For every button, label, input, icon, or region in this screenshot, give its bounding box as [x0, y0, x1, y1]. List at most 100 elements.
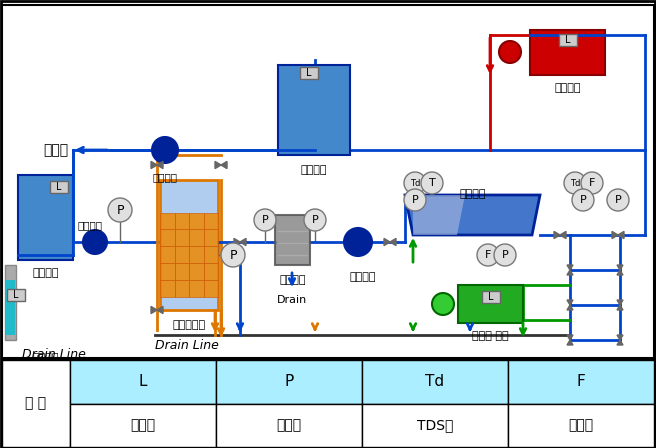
Polygon shape: [617, 270, 623, 275]
Bar: [2, 360, 654, 447]
Polygon shape: [567, 340, 573, 345]
Circle shape: [494, 244, 516, 266]
Text: T: T: [428, 178, 436, 188]
Bar: [558, 34, 577, 46]
Polygon shape: [617, 300, 623, 305]
Text: 소독설비: 소독설비: [554, 83, 581, 93]
Polygon shape: [157, 306, 163, 314]
Polygon shape: [567, 300, 573, 305]
Bar: [482, 291, 499, 303]
Circle shape: [83, 230, 107, 254]
Polygon shape: [617, 340, 623, 345]
Circle shape: [304, 209, 326, 231]
Bar: [160, 263, 174, 280]
Bar: [160, 246, 174, 263]
Text: TDS계: TDS계: [417, 418, 453, 432]
Bar: [50, 181, 68, 193]
Bar: [189, 229, 203, 246]
Bar: [203, 246, 218, 263]
Polygon shape: [567, 305, 573, 310]
Bar: [216, 360, 362, 404]
Bar: [278, 65, 350, 155]
Text: P: P: [262, 215, 268, 225]
Bar: [216, 404, 362, 447]
Bar: [189, 280, 203, 297]
Bar: [508, 404, 654, 447]
Circle shape: [404, 172, 426, 194]
Polygon shape: [617, 335, 623, 340]
Bar: [203, 263, 218, 280]
Bar: [189, 212, 203, 229]
Bar: [189, 246, 203, 263]
Bar: [70, 404, 216, 447]
Bar: [2, 5, 654, 358]
Bar: [300, 67, 318, 79]
Text: 수위계: 수위계: [131, 418, 155, 432]
Bar: [458, 285, 523, 323]
Text: P: P: [502, 250, 508, 260]
Bar: [508, 360, 654, 404]
Text: 역삼투막: 역삼투막: [459, 189, 485, 199]
Text: 고압펌프: 고압펌프: [350, 272, 377, 282]
Bar: [203, 280, 218, 297]
Bar: [70, 360, 216, 404]
Polygon shape: [554, 232, 560, 239]
Polygon shape: [221, 161, 227, 168]
Circle shape: [421, 172, 443, 194]
Circle shape: [581, 172, 603, 194]
Text: P: P: [312, 215, 318, 225]
Bar: [362, 404, 508, 447]
Bar: [18, 175, 73, 260]
Bar: [275, 215, 310, 265]
Text: P: P: [116, 203, 124, 216]
Text: L: L: [13, 290, 19, 300]
Polygon shape: [215, 161, 221, 168]
Text: L: L: [306, 68, 312, 78]
Polygon shape: [567, 265, 573, 270]
Polygon shape: [567, 335, 573, 340]
Bar: [160, 180, 218, 310]
Text: P: P: [284, 374, 294, 389]
Text: F: F: [577, 374, 585, 389]
Polygon shape: [567, 270, 573, 275]
Text: 원수펌프: 원수펌프: [77, 220, 102, 230]
Circle shape: [108, 198, 132, 222]
Text: F: F: [485, 250, 491, 260]
Text: Td: Td: [570, 178, 580, 188]
Polygon shape: [413, 195, 465, 235]
Bar: [174, 246, 189, 263]
Text: L: L: [139, 374, 147, 389]
Bar: [2, 360, 70, 447]
Text: P: P: [411, 195, 419, 205]
Bar: [174, 229, 189, 246]
Text: P: P: [580, 195, 586, 205]
Text: Drain Line: Drain Line: [22, 348, 86, 361]
Text: 정밀필터: 정밀필터: [279, 275, 306, 285]
Text: L: L: [56, 182, 62, 192]
Text: 취수펌프: 취수펌프: [32, 353, 59, 363]
Polygon shape: [618, 232, 624, 239]
Polygon shape: [240, 238, 246, 246]
Text: L: L: [565, 35, 570, 45]
Bar: [203, 212, 218, 229]
Text: Td: Td: [410, 178, 420, 188]
Bar: [189, 263, 203, 280]
Text: 모래여과기: 모래여과기: [173, 320, 205, 330]
Text: 압력계: 압력계: [276, 418, 302, 432]
Polygon shape: [617, 265, 623, 270]
Text: 막세정 설비: 막세정 설비: [472, 331, 509, 341]
Text: P: P: [229, 249, 237, 262]
Text: 송수펌프: 송수펌프: [152, 172, 178, 182]
Polygon shape: [151, 306, 157, 314]
Circle shape: [344, 228, 372, 256]
Polygon shape: [384, 238, 390, 246]
Text: Drain Line: Drain Line: [155, 339, 219, 352]
Bar: [7, 289, 25, 301]
Bar: [203, 229, 218, 246]
Polygon shape: [234, 238, 240, 246]
Text: F: F: [589, 178, 595, 188]
Text: Td: Td: [426, 374, 445, 389]
Text: 유량계: 유량계: [569, 418, 594, 432]
Circle shape: [499, 41, 521, 63]
Circle shape: [254, 209, 276, 231]
